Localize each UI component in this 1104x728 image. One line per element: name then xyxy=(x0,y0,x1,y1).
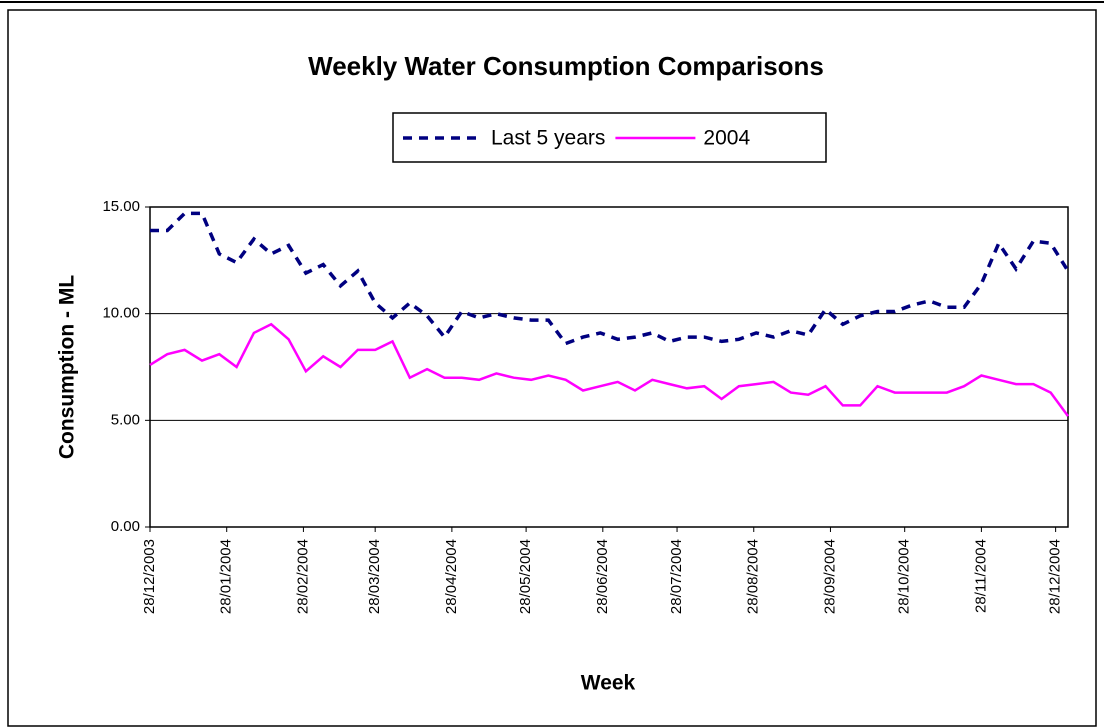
x-tick-label: 28/01/2004 xyxy=(218,539,235,614)
y-tick-label: 0.00 xyxy=(111,518,140,535)
x-tick-label: 28/05/2004 xyxy=(517,539,534,614)
x-tick-label: 28/12/2003 xyxy=(141,539,158,614)
x-tick-label: 28/07/2004 xyxy=(668,539,685,614)
y-tick-label: 10.00 xyxy=(102,305,140,322)
y-tick-label: 15.00 xyxy=(102,198,140,215)
x-tick-label: 28/09/2004 xyxy=(821,539,838,614)
x-tick-label: 28/06/2004 xyxy=(594,539,611,614)
x-tick-label: 28/12/2004 xyxy=(1047,539,1064,614)
x-tick-label: 28/04/2004 xyxy=(443,539,460,614)
y-axis-title: Consumption - ML xyxy=(56,275,79,459)
x-tick-label: 28/11/2004 xyxy=(972,539,989,613)
chart-title: Weekly Water Consumption Comparisons xyxy=(308,51,824,81)
legend-label: Last 5 years xyxy=(491,127,605,150)
x-tick-label: 28/08/2004 xyxy=(745,539,762,614)
x-axis-title: Week xyxy=(581,672,636,695)
y-tick-label: 5.00 xyxy=(111,411,140,428)
x-tick-label: 28/10/2004 xyxy=(896,539,913,614)
legend-label: 2004 xyxy=(703,127,750,150)
plot-area xyxy=(149,206,1069,528)
series-line xyxy=(149,322,1070,417)
x-tick-label: 28/02/2004 xyxy=(294,539,311,614)
chart-frame xyxy=(7,9,1097,727)
x-tick-label: 28/03/2004 xyxy=(366,539,383,614)
legend-box xyxy=(392,112,827,163)
